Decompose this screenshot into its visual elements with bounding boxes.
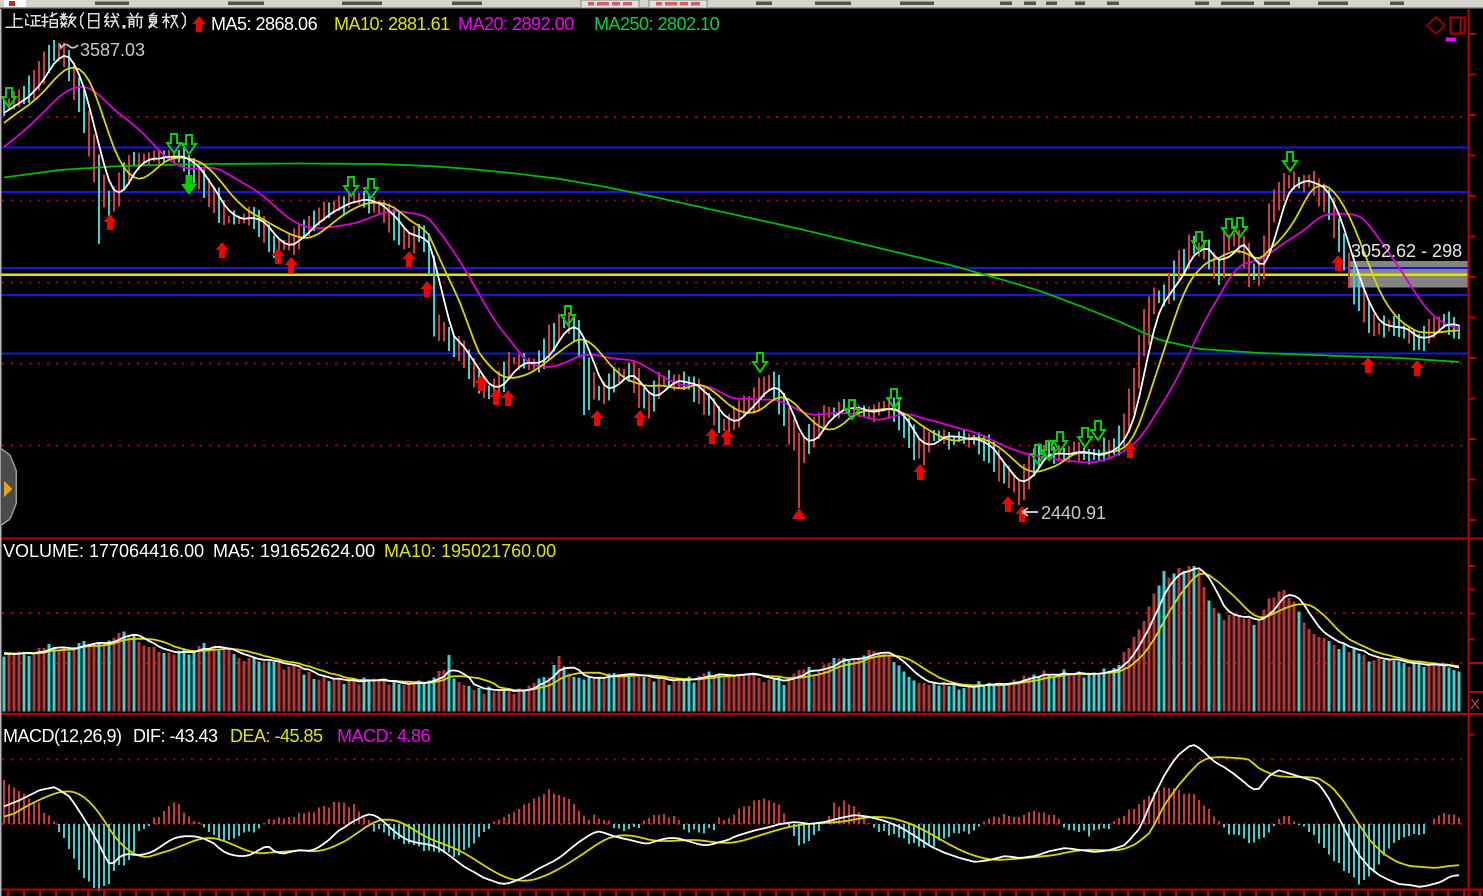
svg-text:MA10: 195021760.00: MA10: 195021760.00: [384, 541, 556, 561]
svg-text:MA10: 2881.61: MA10: 2881.61: [334, 14, 450, 34]
svg-text:DIF: -43.43: DIF: -43.43: [133, 726, 218, 746]
svg-text:MA250: 2802.10: MA250: 2802.10: [594, 14, 720, 34]
svg-text:3052.62 - 298: 3052.62 - 298: [1351, 241, 1462, 261]
svg-text:3587.03: 3587.03: [80, 40, 145, 60]
svg-text:MA5: 2868.06: MA5: 2868.06: [211, 14, 318, 34]
svg-text:MA20: 2892.00: MA20: 2892.00: [458, 14, 574, 34]
svg-text:DEA: -45.85: DEA: -45.85: [230, 726, 323, 746]
svg-text:VOLUME: 177064416.00: VOLUME: 177064416.00: [3, 541, 204, 561]
svg-text:X: X: [1470, 696, 1480, 713]
svg-text:MACD: 4.86: MACD: 4.86: [337, 726, 431, 746]
svg-text:MACD(12,26,9): MACD(12,26,9): [3, 726, 122, 746]
svg-text:2440.91: 2440.91: [1041, 503, 1106, 523]
svg-text:MA5: 191652624.00: MA5: 191652624.00: [213, 541, 375, 561]
